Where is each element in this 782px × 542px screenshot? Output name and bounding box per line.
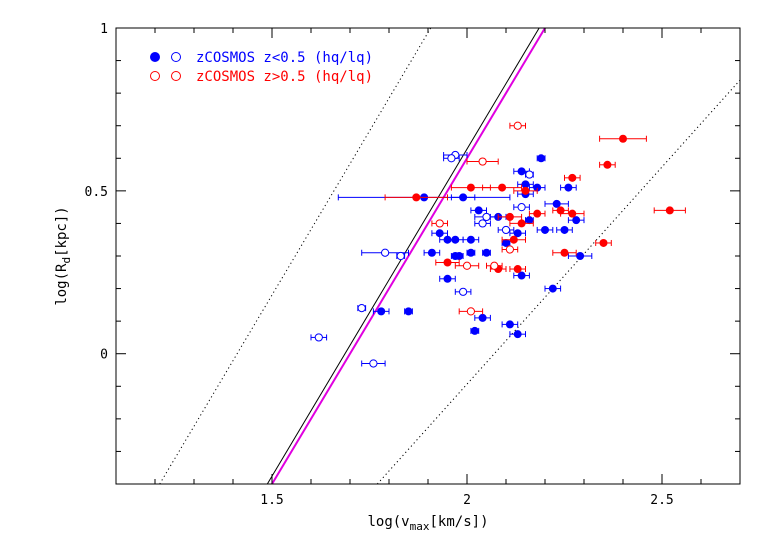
legend: zCOSMOS z<0.5 (hq/lq) zCOSMOS z>0.5 (hq/… (150, 50, 373, 85)
data-point (482, 248, 491, 257)
data-point (517, 203, 526, 212)
data-point (462, 261, 472, 270)
legend-marker-open (171, 52, 181, 62)
data-point (517, 219, 526, 228)
data-point (459, 287, 468, 296)
data-point (517, 271, 526, 280)
data-point (490, 261, 499, 270)
data-point (314, 333, 323, 342)
y-axis-label: log(Rd[kpc]) (54, 206, 73, 305)
data-point (552, 199, 561, 208)
data-point (603, 160, 612, 169)
data-point (466, 183, 475, 192)
data-point (560, 225, 569, 234)
data-point (505, 245, 514, 254)
data-point (619, 134, 627, 143)
data-point (513, 265, 522, 274)
x-axis-label-sub: max (410, 520, 430, 533)
data-point (568, 209, 577, 218)
data-point (505, 212, 514, 221)
data-point (404, 307, 413, 316)
data-point (501, 225, 511, 235)
data-point (513, 121, 522, 130)
data-point (459, 193, 468, 202)
y-tick-label: 0.5 (85, 185, 108, 200)
data-point (396, 251, 405, 261)
data-point (455, 252, 464, 260)
x-tick-label: 1.5 (260, 493, 283, 508)
y-tick-label: 0 (100, 348, 108, 363)
data-point (381, 248, 390, 257)
data-point (568, 173, 577, 182)
data-point (470, 326, 479, 335)
data-point (599, 238, 608, 247)
data-point (478, 313, 487, 322)
data-point (482, 212, 491, 222)
legend-label-high-z: zCOSMOS z>0.5 (hq/lq) (196, 69, 373, 85)
data-point (466, 235, 475, 244)
data-point (560, 248, 569, 257)
legend-entry-low-z: zCOSMOS z<0.5 (hq/lq) (150, 50, 373, 66)
data-point (521, 186, 530, 195)
data-point (665, 206, 674, 215)
data-point (377, 307, 386, 316)
data-point (435, 219, 444, 228)
data-point (556, 206, 565, 215)
x-axis-label-pre: log(v (367, 514, 409, 530)
data-point (533, 183, 542, 192)
line-scatter-upper (159, 28, 432, 484)
y-axis-label-post: [kpc]) (54, 206, 70, 257)
legend-marker-open (171, 71, 181, 81)
data-point (505, 320, 514, 329)
data-point (357, 304, 366, 313)
data-point (466, 248, 475, 257)
y-tick-label: 1 (100, 22, 108, 37)
data-point (498, 183, 507, 192)
data-points (310, 121, 686, 368)
data-point (525, 216, 534, 225)
data-point (521, 180, 530, 189)
axis-ticks: 1.5 2 2.5 0 0.5 1 (85, 22, 741, 508)
data-point (533, 209, 542, 218)
legend-marker-filled (150, 52, 160, 62)
data-point (369, 359, 378, 368)
data-point (427, 248, 436, 257)
data-point (548, 284, 557, 293)
y-axis-label-sub: d (60, 257, 73, 264)
plot-area (159, 28, 740, 484)
data-point (451, 235, 460, 244)
x-axis-label-post: [km/s]) (430, 514, 489, 530)
data-point (513, 330, 522, 339)
data-point (412, 193, 421, 202)
data-point (537, 154, 546, 163)
data-point (525, 170, 534, 179)
data-point (447, 154, 456, 163)
data-point (576, 252, 585, 260)
data-point (513, 229, 522, 238)
legend-marker-open (150, 71, 160, 81)
legend-entry-high-z: zCOSMOS z>0.5 (hq/lq) (150, 69, 373, 85)
data-point (443, 258, 452, 267)
data-point (435, 229, 444, 238)
data-point (564, 183, 573, 192)
data-point (572, 216, 581, 225)
data-point (478, 157, 487, 166)
y-axis-label-pre: log(R (54, 263, 70, 306)
data-point (517, 167, 526, 176)
data-point (502, 238, 510, 247)
legend-label-low-z: zCOSMOS z<0.5 (hq/lq) (196, 50, 373, 66)
data-point (443, 274, 452, 283)
x-tick-label: 2.5 (650, 493, 673, 508)
data-point (509, 235, 518, 244)
data-point (466, 307, 475, 316)
x-axis-label: log(vmax[km/s]) (367, 514, 488, 533)
data-point (541, 225, 549, 234)
x-tick-label: 2 (463, 493, 471, 508)
data-point (474, 206, 483, 215)
data-point (478, 219, 487, 228)
line-relation-magenta (271, 28, 546, 484)
